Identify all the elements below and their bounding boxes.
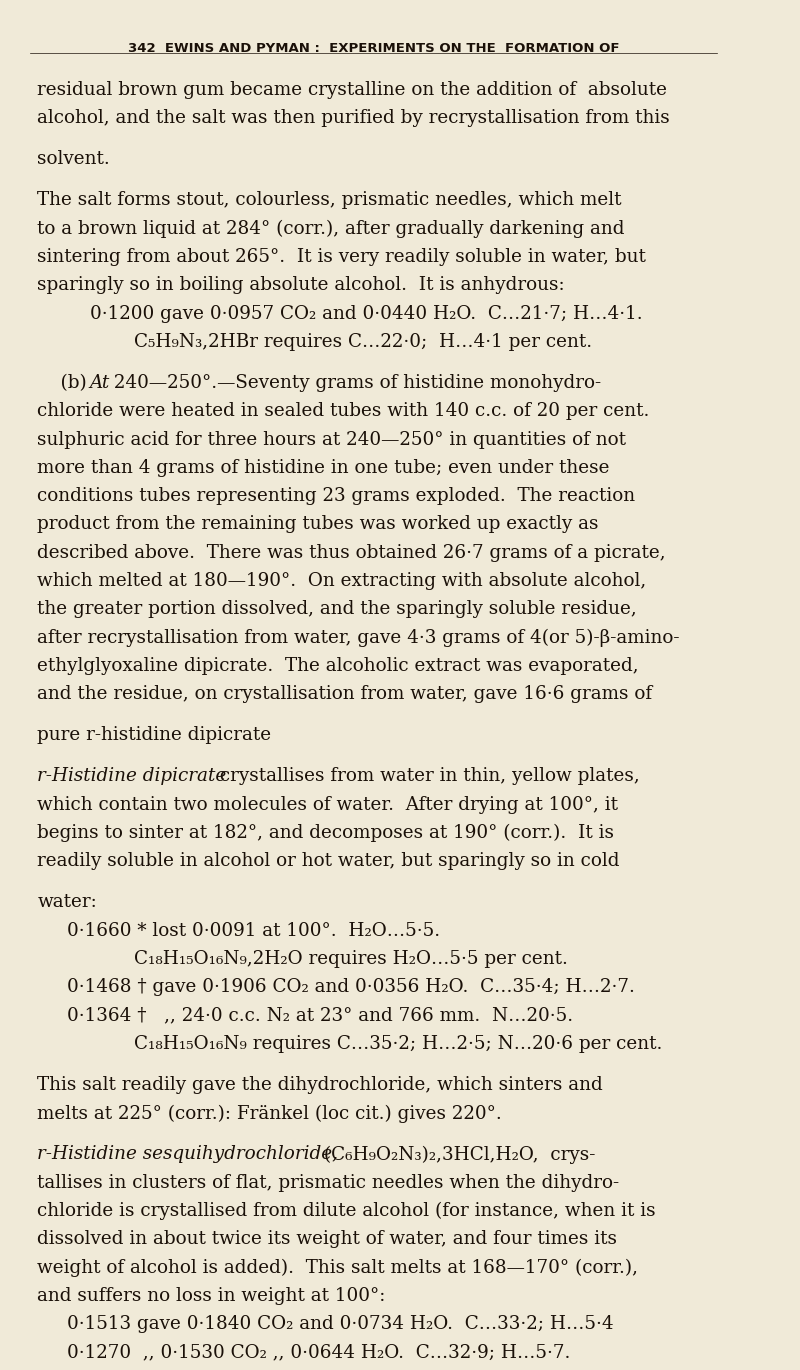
- Text: described above.  There was thus obtained 26·7 grams of a picrate,: described above. There was thus obtained…: [38, 544, 666, 562]
- Text: 0·1270  ,, 0·1530 CO₂ ,, 0·0644 H₂O.  C…32·9; H…5·7.: 0·1270 ,, 0·1530 CO₂ ,, 0·0644 H₂O. C…32…: [67, 1344, 570, 1362]
- Text: 342  EWINS AND PYMAN :  EXPERIMENTS ON THE  FORMATION OF: 342 EWINS AND PYMAN : EXPERIMENTS ON THE…: [127, 41, 619, 55]
- Text: This salt readily gave the dihydrochloride, which sinters and: This salt readily gave the dihydrochlori…: [38, 1075, 603, 1095]
- Text: tallises in clusters of flat, prismatic needles when the dihydro-: tallises in clusters of flat, prismatic …: [38, 1174, 619, 1192]
- Text: (b): (b): [38, 374, 93, 392]
- Text: sulphuric acid for three hours at 240—250° in quantities of not: sulphuric acid for three hours at 240—25…: [38, 430, 626, 448]
- Text: The salt forms stout, colourless, prismatic needles, which melt: The salt forms stout, colourless, prisma…: [38, 192, 622, 210]
- Text: 0·1200 gave 0·0957 CO₂ and 0·0440 H₂O.  C…21·7; H…4·1.: 0·1200 gave 0·0957 CO₂ and 0·0440 H₂O. C…: [90, 304, 642, 322]
- Text: water:: water:: [38, 893, 97, 911]
- Text: residual brown gum became crystalline on the addition of  absolute: residual brown gum became crystalline on…: [38, 81, 667, 99]
- Text: solvent.: solvent.: [38, 151, 110, 169]
- Text: alcohol, and the salt was then purified by recrystallisation from this: alcohol, and the salt was then purified …: [38, 110, 670, 127]
- Text: 0·1513 gave 0·1840 CO₂ and 0·0734 H₂O.  C…33·2; H…5·4: 0·1513 gave 0·1840 CO₂ and 0·0734 H₂O. C…: [67, 1315, 614, 1333]
- Text: C₁₈H₁₅O₁₆N₉ requires C…35·2; H…2·5; N…20·6 per cent.: C₁₈H₁₅O₁₆N₉ requires C…35·2; H…2·5; N…20…: [134, 1034, 662, 1054]
- Text: the greater portion dissolved, and the sparingly soluble residue,: the greater portion dissolved, and the s…: [38, 600, 637, 618]
- Text: 0·1364 †   ,, 24·0 c.c. N₂ at 23° and 766 mm.  N…20·5.: 0·1364 † ,, 24·0 c.c. N₂ at 23° and 766 …: [67, 1007, 574, 1025]
- Text: At: At: [90, 374, 110, 392]
- Text: more than 4 grams of histidine in one tube; even under these: more than 4 grams of histidine in one tu…: [38, 459, 610, 477]
- Text: C₁₈H₁₅O₁₆N₉,2H₂O requires H₂O…5·5 per cent.: C₁₈H₁₅O₁₆N₉,2H₂O requires H₂O…5·5 per ce…: [134, 949, 568, 969]
- Text: sintering from about 265°.  It is very readily soluble in water, but: sintering from about 265°. It is very re…: [38, 248, 646, 266]
- Text: and the residue, on crystallisation from water, gave 16·6 grams of: and the residue, on crystallisation from…: [38, 685, 653, 703]
- Text: weight of alcohol is added).  This salt melts at 168—170° (corr.),: weight of alcohol is added). This salt m…: [38, 1259, 638, 1277]
- Text: which contain two molecules of water.  After drying at 100°, it: which contain two molecules of water. Af…: [38, 796, 618, 814]
- Text: (C₆H₉O₂N₃)₂,3HCl,H₂O,  crys-: (C₆H₉O₂N₃)₂,3HCl,H₂O, crys-: [318, 1145, 595, 1163]
- Text: 240—250°.—Seventy grams of histidine monohydro-: 240—250°.—Seventy grams of histidine mon…: [108, 374, 602, 392]
- Text: chloride were heated in sealed tubes with 140 c.c. of 20 per cent.: chloride were heated in sealed tubes wit…: [38, 403, 650, 421]
- Text: crystallises from water in thin, yellow plates,: crystallises from water in thin, yellow …: [214, 767, 640, 785]
- Text: conditions tubes representing 23 grams exploded.  The reaction: conditions tubes representing 23 grams e…: [38, 488, 635, 506]
- Text: and suffers no loss in weight at 100°:: and suffers no loss in weight at 100°:: [38, 1286, 386, 1304]
- Text: begins to sinter at 182°, and decomposes at 190° (corr.).  It is: begins to sinter at 182°, and decomposes…: [38, 823, 614, 843]
- Text: after recrystallisation from water, gave 4·3 grams of 4(or 5)-β-amino-: after recrystallisation from water, gave…: [38, 629, 680, 647]
- Text: C₅H₉N₃,2HBr requires C…22·0;  H…4·1 per cent.: C₅H₉N₃,2HBr requires C…22·0; H…4·1 per c…: [134, 333, 593, 351]
- Text: to a brown liquid at 284° (corr.), after gradually darkening and: to a brown liquid at 284° (corr.), after…: [38, 219, 625, 238]
- Text: ethylglyoxaline dipicrate.  The alcoholic extract was evaporated,: ethylglyoxaline dipicrate. The alcoholic…: [38, 658, 639, 675]
- Text: sparingly so in boiling absolute alcohol.  It is anhydrous:: sparingly so in boiling absolute alcohol…: [38, 277, 565, 295]
- Text: dissolved in about twice its weight of water, and four times its: dissolved in about twice its weight of w…: [38, 1230, 618, 1248]
- Text: which melted at 180—190°.  On extracting with absolute alcohol,: which melted at 180—190°. On extracting …: [38, 573, 646, 590]
- Text: 0·1660 * lost 0·0091 at 100°.  H₂O…5·5.: 0·1660 * lost 0·0091 at 100°. H₂O…5·5.: [67, 922, 440, 940]
- Text: r-Histidine sesquihydrochloride,: r-Histidine sesquihydrochloride,: [38, 1145, 338, 1163]
- Text: r-Histidine dipicrate: r-Histidine dipicrate: [38, 767, 226, 785]
- Text: melts at 225° (corr.): Fränkel (loc cit.) gives 220°.: melts at 225° (corr.): Fränkel (loc cit.…: [38, 1104, 502, 1122]
- Text: product from the remaining tubes was worked up exactly as: product from the remaining tubes was wor…: [38, 515, 599, 533]
- Text: chloride is crystallised from dilute alcohol (for instance, when it is: chloride is crystallised from dilute alc…: [38, 1201, 656, 1221]
- Text: 0·1468 † gave 0·1906 CO₂ and 0·0356 H₂O.  C…35·4; H…2·7.: 0·1468 † gave 0·1906 CO₂ and 0·0356 H₂O.…: [67, 978, 635, 996]
- Text: pure r-histidine dipicrate: pure r-histidine dipicrate: [38, 726, 271, 744]
- Text: readily soluble in alcohol or hot water, but sparingly so in cold: readily soluble in alcohol or hot water,…: [38, 852, 620, 870]
